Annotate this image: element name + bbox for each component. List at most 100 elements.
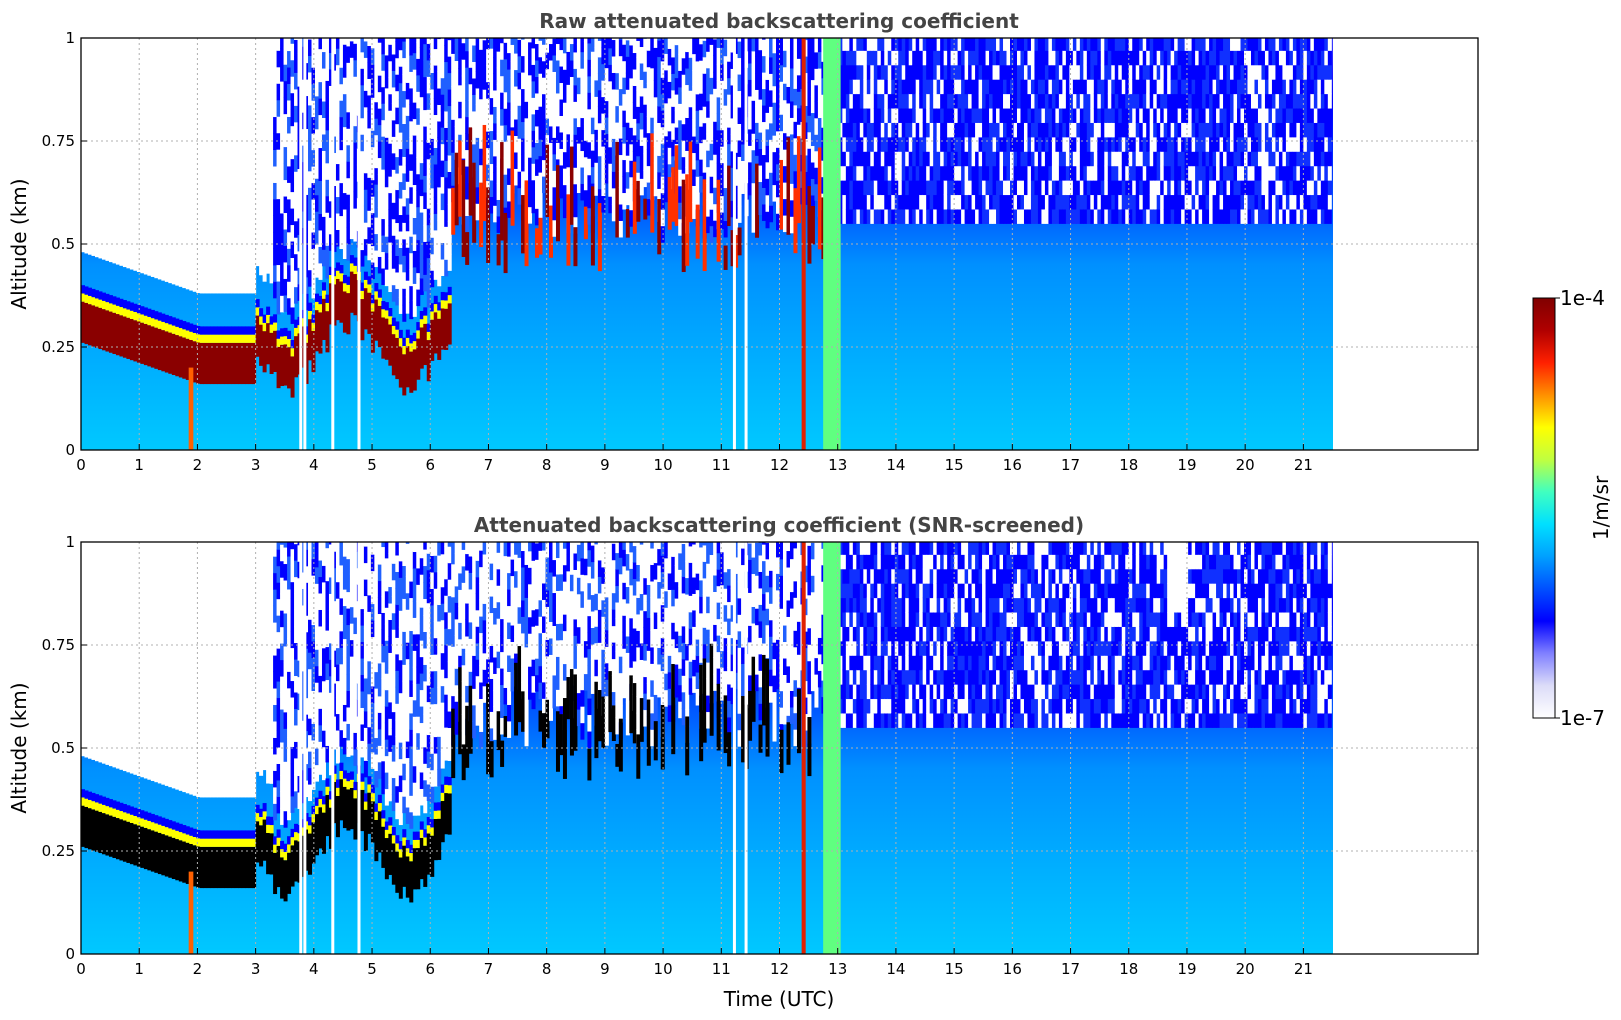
heatmap-cell <box>1191 194 1196 210</box>
heatmap-cell <box>301 128 306 146</box>
heatmap-cell <box>325 261 330 279</box>
heatmap-cell <box>940 93 945 109</box>
heatmap-cell <box>562 69 567 87</box>
heatmap-cell <box>894 194 899 210</box>
heatmap-cell <box>908 180 913 196</box>
heatmap-cell <box>1100 180 1105 196</box>
heatmap-cell <box>314 550 319 568</box>
heatmap-cell <box>231 830 236 839</box>
heatmap-cell <box>870 208 875 224</box>
heatmap-cell <box>1058 93 1063 109</box>
heatmap-cell <box>922 194 927 210</box>
heatmap-cell <box>203 342 208 385</box>
heatmap-cell <box>290 125 295 143</box>
heatmap-cell <box>98 38 103 259</box>
heatmap-cell <box>430 39 435 57</box>
heatmap-cell <box>905 79 910 95</box>
heatmap-cell <box>936 93 941 109</box>
heatmap-cell <box>692 152 697 170</box>
heatmap-cell <box>576 143 581 161</box>
heatmap-cell <box>1111 38 1116 51</box>
heatmap-cell <box>1125 194 1130 210</box>
heatmap-cell <box>982 38 987 51</box>
heatmap-cell <box>433 262 438 280</box>
heatmap-cell <box>1111 50 1116 66</box>
heatmap-cell <box>950 180 955 196</box>
heatmap-cell <box>468 67 473 85</box>
heatmap-cell <box>283 113 288 131</box>
heatmap-cell <box>398 132 403 150</box>
heatmap-cell <box>838 122 843 138</box>
heatmap-cell <box>304 681 309 699</box>
heatmap-cell <box>1303 79 1308 95</box>
heatmap-cell <box>943 136 948 152</box>
heatmap-cell <box>1313 38 1318 51</box>
heatmap-cell <box>1125 38 1130 51</box>
heatmap-cell <box>1216 180 1221 196</box>
heatmap-cell <box>199 326 204 335</box>
heatmap-cell <box>178 328 183 337</box>
heatmap-cell <box>290 109 295 127</box>
heatmap-cell <box>999 122 1004 138</box>
heatmap-cell <box>325 547 330 565</box>
heatmap-cell <box>975 208 980 224</box>
heatmap-cell <box>91 38 96 256</box>
heatmap-cell <box>779 114 784 132</box>
heatmap-cell <box>416 223 421 241</box>
heatmap-cell <box>409 87 414 105</box>
heatmap-cell <box>1324 194 1329 210</box>
heatmap-cell <box>755 138 760 156</box>
heatmap-cell <box>1090 50 1095 66</box>
heatmap-cell <box>391 284 396 302</box>
heatmap-cell <box>650 117 655 135</box>
heatmap-cell <box>947 50 952 66</box>
heatmap-cell <box>419 80 424 98</box>
heatmap-cell <box>845 50 850 66</box>
heatmap-cell <box>178 319 183 329</box>
heatmap-cell <box>384 252 389 270</box>
heatmap-cell <box>206 838 211 847</box>
heatmap-cell <box>1299 108 1304 123</box>
heatmap-cell <box>1048 64 1053 80</box>
heatmap-cell <box>954 108 959 123</box>
heatmap-cell <box>576 159 581 177</box>
heatmap-cell <box>1097 151 1102 167</box>
heatmap-cell <box>280 725 285 743</box>
heatmap-cell <box>706 67 711 85</box>
heatmap-cell <box>587 191 592 209</box>
heatmap-cell <box>1223 136 1228 152</box>
heatmap-cell <box>440 226 445 244</box>
heatmap-cell <box>891 180 896 196</box>
heatmap-cell <box>915 108 920 123</box>
heatmap-cell <box>332 633 337 651</box>
heatmap-cell <box>381 251 386 269</box>
heatmap-cell <box>203 838 208 847</box>
heatmap-cell <box>1324 208 1329 224</box>
heatmap-cell <box>409 153 414 171</box>
heatmap-cell <box>280 278 285 296</box>
heatmap-cell <box>688 123 693 141</box>
heatmap-cell <box>440 308 445 350</box>
heatmap-cell <box>395 38 400 42</box>
heatmap-cell <box>262 314 267 323</box>
heatmap-cell <box>1313 151 1318 167</box>
heatmap-cell <box>692 53 697 71</box>
heatmap-cell <box>933 64 938 80</box>
heatmap-cell <box>919 38 924 51</box>
heatmap-cell <box>1181 108 1186 123</box>
heatmap-cell <box>175 542 180 790</box>
heatmap-cell <box>328 626 333 644</box>
heatmap-cell <box>985 79 990 95</box>
heatmap-cell <box>975 93 980 109</box>
heatmap-cell <box>667 38 672 49</box>
heatmap-cell <box>1006 64 1011 80</box>
heatmap-cell <box>437 55 442 73</box>
heatmap-cell <box>1135 93 1140 109</box>
heatmap-cell <box>1006 165 1011 181</box>
heatmap-cell <box>1149 93 1154 109</box>
heatmap-cell <box>590 84 595 102</box>
heatmap-cell <box>1181 122 1186 138</box>
heatmap-cell <box>276 631 281 649</box>
heatmap-cell <box>535 191 540 209</box>
heatmap-cell <box>1079 194 1084 210</box>
